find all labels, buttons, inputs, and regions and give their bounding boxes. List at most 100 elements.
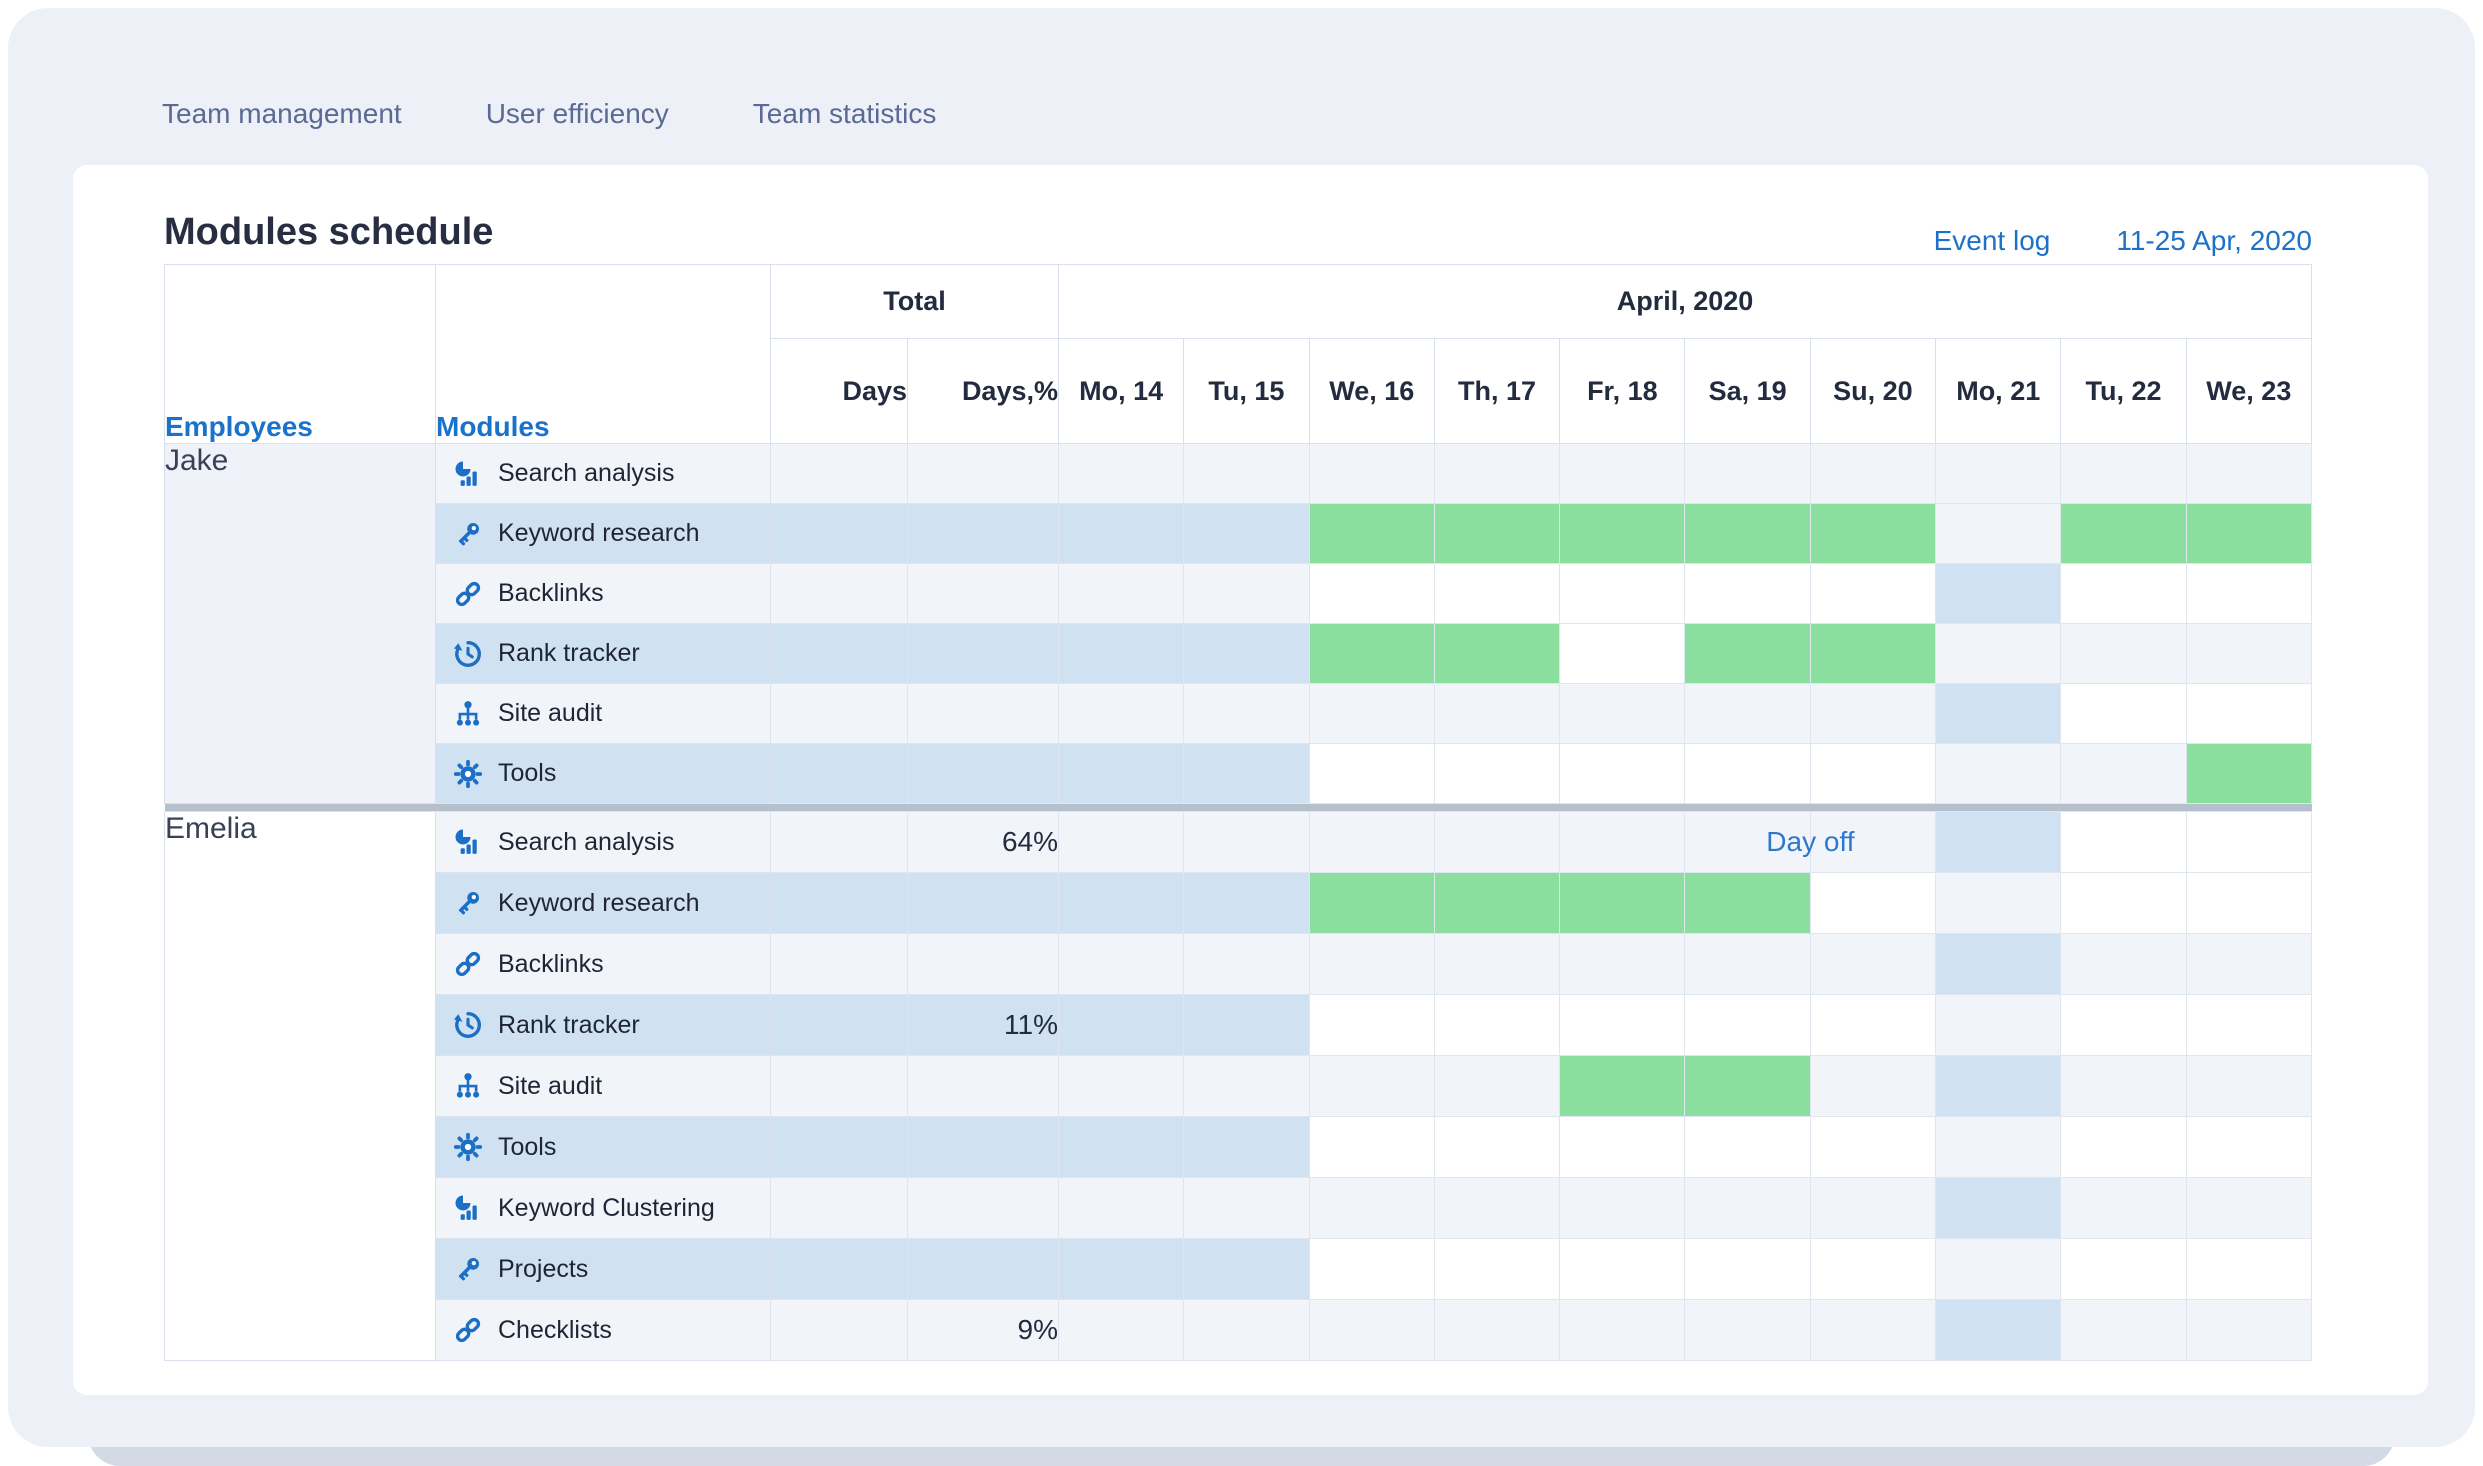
schedule-cell[interactable] bbox=[1183, 743, 1310, 804]
schedule-cell[interactable] bbox=[2060, 623, 2187, 684]
schedule-cell[interactable] bbox=[1809, 933, 1937, 995]
schedule-cell[interactable] bbox=[1183, 811, 1310, 873]
schedule-cell[interactable] bbox=[1935, 1116, 2062, 1178]
schedule-cell[interactable] bbox=[1684, 443, 1811, 504]
schedule-cell[interactable] bbox=[2185, 563, 2313, 624]
schedule-cell[interactable] bbox=[1935, 811, 2062, 873]
schedule-cell[interactable] bbox=[2185, 872, 2313, 934]
schedule-cell[interactable] bbox=[1809, 811, 1937, 873]
schedule-cell[interactable] bbox=[1308, 1238, 1435, 1300]
module-cell[interactable]: Checklists bbox=[435, 1299, 771, 1361]
module-cell[interactable]: Backlinks bbox=[435, 933, 771, 995]
schedule-cell[interactable] bbox=[1559, 811, 1686, 873]
schedule-cell[interactable] bbox=[1684, 1177, 1811, 1239]
schedule-cell[interactable] bbox=[1433, 563, 1561, 624]
schedule-cell[interactable] bbox=[2185, 443, 2313, 504]
schedule-cell[interactable] bbox=[1433, 1238, 1561, 1300]
module-cell[interactable]: Keyword research bbox=[435, 872, 771, 934]
schedule-cell[interactable] bbox=[2185, 1116, 2313, 1178]
schedule-cell[interactable] bbox=[2060, 1177, 2187, 1239]
module-cell[interactable]: Rank tracker bbox=[435, 623, 771, 684]
schedule-cell[interactable] bbox=[2060, 811, 2187, 873]
schedule-cell[interactable] bbox=[1809, 623, 1937, 684]
schedule-cell[interactable] bbox=[2060, 1116, 2187, 1178]
schedule-cell[interactable] bbox=[2185, 1177, 2313, 1239]
schedule-cell[interactable] bbox=[1559, 743, 1686, 804]
schedule-cell[interactable] bbox=[1935, 683, 2062, 744]
schedule-cell[interactable] bbox=[1433, 1177, 1561, 1239]
schedule-cell[interactable] bbox=[1935, 563, 2062, 624]
schedule-cell[interactable] bbox=[2060, 1055, 2187, 1117]
schedule-cell[interactable] bbox=[2060, 994, 2187, 1056]
schedule-cell[interactable] bbox=[1684, 683, 1811, 744]
schedule-cell[interactable] bbox=[1809, 1055, 1937, 1117]
schedule-cell[interactable] bbox=[1183, 1116, 1310, 1178]
schedule-cell[interactable] bbox=[1057, 1177, 1185, 1239]
schedule-cell[interactable] bbox=[1559, 1055, 1686, 1117]
schedule-cell[interactable] bbox=[1433, 743, 1561, 804]
schedule-cell[interactable] bbox=[1935, 994, 2062, 1056]
schedule-cell[interactable] bbox=[1559, 563, 1686, 624]
schedule-cell[interactable] bbox=[1308, 1116, 1435, 1178]
module-cell[interactable]: Backlinks bbox=[435, 563, 771, 624]
schedule-cell[interactable] bbox=[1308, 503, 1435, 564]
schedule-cell[interactable] bbox=[1183, 1055, 1310, 1117]
schedule-cell[interactable] bbox=[2060, 1238, 2187, 1300]
schedule-cell[interactable] bbox=[2185, 1238, 2313, 1300]
schedule-cell[interactable] bbox=[1559, 623, 1686, 684]
schedule-cell[interactable] bbox=[1308, 623, 1435, 684]
schedule-cell[interactable] bbox=[1057, 872, 1185, 934]
schedule-cell[interactable] bbox=[1809, 1177, 1937, 1239]
schedule-cell[interactable] bbox=[1809, 503, 1937, 564]
schedule-cell[interactable] bbox=[1433, 872, 1561, 934]
schedule-cell[interactable] bbox=[1057, 1299, 1185, 1361]
schedule-cell[interactable] bbox=[1559, 1238, 1686, 1300]
schedule-cell[interactable] bbox=[2060, 743, 2187, 804]
schedule-cell[interactable] bbox=[1684, 1055, 1811, 1117]
schedule-cell[interactable] bbox=[1935, 1238, 2062, 1300]
schedule-cell[interactable] bbox=[1809, 872, 1937, 934]
module-cell[interactable]: Projects bbox=[435, 1238, 771, 1300]
schedule-cell[interactable] bbox=[1183, 443, 1310, 504]
schedule-cell[interactable] bbox=[1809, 743, 1937, 804]
schedule-cell[interactable] bbox=[1935, 623, 2062, 684]
schedule-cell[interactable] bbox=[1057, 563, 1185, 624]
schedule-cell[interactable] bbox=[1183, 1238, 1310, 1300]
module-cell[interactable]: Site audit bbox=[435, 1055, 771, 1117]
schedule-cell[interactable] bbox=[1057, 1055, 1185, 1117]
schedule-cell[interactable] bbox=[1308, 683, 1435, 744]
module-cell[interactable]: Search analysis bbox=[435, 811, 771, 873]
schedule-cell[interactable] bbox=[1057, 933, 1185, 995]
schedule-cell[interactable] bbox=[2060, 933, 2187, 995]
schedule-cell[interactable] bbox=[2185, 743, 2313, 804]
schedule-cell[interactable] bbox=[2185, 503, 2313, 564]
module-cell[interactable]: Keyword research bbox=[435, 503, 771, 564]
module-cell[interactable]: Rank tracker bbox=[435, 994, 771, 1056]
tab-team-management[interactable]: Team management bbox=[162, 98, 402, 129]
schedule-cell[interactable] bbox=[1684, 811, 1811, 873]
schedule-cell[interactable] bbox=[1057, 1238, 1185, 1300]
schedule-cell[interactable] bbox=[1684, 1116, 1811, 1178]
schedule-cell[interactable] bbox=[1559, 503, 1686, 564]
schedule-cell[interactable] bbox=[1559, 872, 1686, 934]
schedule-cell[interactable] bbox=[1559, 994, 1686, 1056]
schedule-cell[interactable] bbox=[1308, 811, 1435, 873]
schedule-cell[interactable] bbox=[1308, 994, 1435, 1056]
schedule-cell[interactable] bbox=[1057, 811, 1185, 873]
module-cell[interactable]: Tools bbox=[435, 1116, 771, 1178]
schedule-cell[interactable] bbox=[1057, 1116, 1185, 1178]
schedule-cell[interactable] bbox=[1183, 503, 1310, 564]
schedule-cell[interactable] bbox=[1057, 443, 1185, 504]
schedule-cell[interactable] bbox=[2185, 994, 2313, 1056]
modules-column-header[interactable]: Modules bbox=[435, 264, 771, 444]
schedule-cell[interactable] bbox=[1935, 933, 2062, 995]
schedule-cell[interactable] bbox=[1433, 933, 1561, 995]
schedule-cell[interactable] bbox=[1183, 933, 1310, 995]
schedule-cell[interactable] bbox=[1935, 743, 2062, 804]
schedule-cell[interactable] bbox=[1308, 443, 1435, 504]
schedule-cell[interactable] bbox=[2185, 1299, 2313, 1361]
schedule-cell[interactable] bbox=[1935, 872, 2062, 934]
schedule-cell[interactable] bbox=[1057, 503, 1185, 564]
schedule-cell[interactable] bbox=[1684, 1299, 1811, 1361]
schedule-cell[interactable] bbox=[1308, 563, 1435, 624]
